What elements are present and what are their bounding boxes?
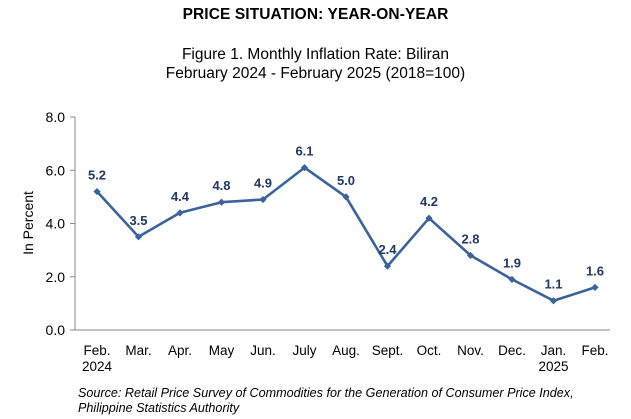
data-point-marker xyxy=(342,193,350,201)
data-point-marker xyxy=(549,297,558,305)
x-tick-label: Feb. xyxy=(83,343,110,358)
page-heading: PRICE SITUATION: YEAR-ON-YEAR xyxy=(182,6,449,23)
data-label: 4.9 xyxy=(254,176,272,191)
y-tick-label: 6.0 xyxy=(46,162,66,178)
y-axis-label: In Percent xyxy=(20,191,36,255)
x-tick-label: 2025 xyxy=(538,359,568,374)
x-tick-label: Feb. xyxy=(581,343,608,358)
x-tick-label: Jan. xyxy=(541,343,567,358)
data-point-marker xyxy=(217,198,226,206)
x-tick-label: Jun. xyxy=(250,343,276,358)
data-label: 4.4 xyxy=(171,189,190,204)
data-point-marker xyxy=(134,233,143,241)
data-point-marker xyxy=(259,195,267,204)
data-label: 1.1 xyxy=(544,277,562,292)
data-point-marker xyxy=(176,209,184,217)
data-point-marker xyxy=(93,187,101,196)
data-label: 4.2 xyxy=(420,194,438,209)
data-label: 2.4 xyxy=(378,242,397,257)
data-label: 3.5 xyxy=(129,213,147,228)
x-tick-label: Oct. xyxy=(417,343,442,358)
data-point-marker xyxy=(300,163,309,172)
y-tick-label: 8.0 xyxy=(46,109,66,125)
x-tick-label: Apr. xyxy=(168,343,192,358)
x-tick-label: Nov. xyxy=(457,343,484,358)
data-label: 1.9 xyxy=(503,255,521,270)
chart-title: Figure 1. Monthly Inflation Rate: Bilira… xyxy=(0,45,631,83)
x-tick-label: May xyxy=(209,343,235,358)
chart-title-line-1: Figure 1. Monthly Inflation Rate: Bilira… xyxy=(181,46,450,63)
data-point-marker xyxy=(591,283,599,291)
data-label: 1.6 xyxy=(586,263,604,278)
inflation-series xyxy=(93,163,599,305)
data-label: 6.1 xyxy=(295,144,313,159)
x-tick-label: Dec. xyxy=(498,343,526,358)
data-label: 5.2 xyxy=(88,168,106,183)
y-tick-label: 2.0 xyxy=(46,269,66,285)
x-tick-label: Aug. xyxy=(332,343,360,358)
y-tick-label: 0.0 xyxy=(46,322,66,338)
source-note: Source: Retail Price Survey of Commoditi… xyxy=(78,386,574,415)
x-tick-label: Mar. xyxy=(125,343,151,358)
x-tick-label: July xyxy=(292,343,316,358)
y-axis: 0.0 2.0 4.0 6.0 8.0 xyxy=(46,109,76,338)
data-point-marker xyxy=(383,262,392,270)
data-label: 4.8 xyxy=(212,178,230,193)
data-point-marker xyxy=(466,251,475,260)
x-tick-label: Sept. xyxy=(372,343,404,358)
data-point-marker xyxy=(508,275,516,284)
data-label: 5.0 xyxy=(337,173,355,188)
data-point-marker xyxy=(425,214,433,222)
x-tick-label: 2024 xyxy=(82,359,113,374)
data-labels: 5.2 3.5 4.4 4.8 4.9 6.1 5.0 2.4 4.2 2.8 1.9 1.1 1.6 xyxy=(88,144,604,292)
data-label: 2.8 xyxy=(461,231,479,246)
y-tick-label: 4.0 xyxy=(46,216,66,232)
chart-title-line-2: February 2024 - February 2025 (2018=100) xyxy=(165,65,466,82)
